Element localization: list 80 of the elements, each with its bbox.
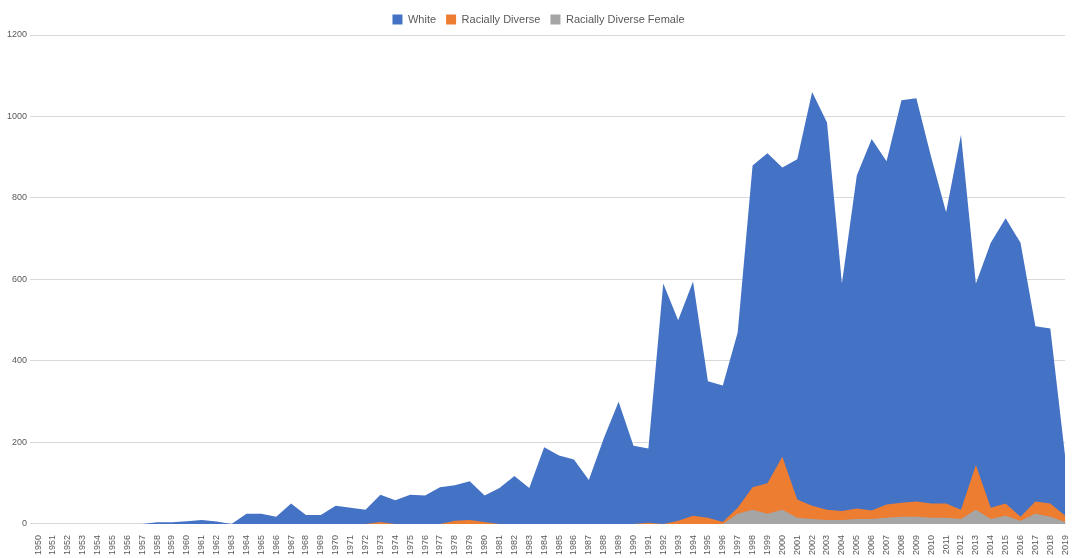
x-tick-label: 2009 (910, 534, 921, 556)
x-tick-label: 1965 (255, 534, 266, 556)
x-tick-label: 1980 (479, 534, 490, 556)
x-tick-label: 1978 (449, 534, 460, 556)
x-tick-label: 2011 (940, 534, 951, 555)
x-tick-label: 1967 (285, 534, 296, 556)
x-tick-label: 1961 (196, 534, 207, 556)
x-tick-label: 1987 (583, 534, 594, 556)
x-tick-label: 1997 (732, 534, 743, 556)
x-tick-label: 1982 (508, 534, 519, 556)
y-tick-label: 600 (11, 273, 28, 284)
x-tick-label: 1993 (672, 534, 683, 556)
x-tick-label: 2002 (806, 534, 817, 556)
x-tick-label: 2017 (1029, 534, 1040, 556)
x-tick-label: 2013 (970, 534, 981, 556)
legend-label: White (407, 12, 437, 25)
x-tick-label: 1972 (360, 534, 371, 556)
y-tick-label: 0 (22, 518, 28, 529)
y-tick-label: 1000 (6, 110, 28, 121)
x-tick-label: 1988 (598, 534, 609, 556)
x-tick-label: 1958 (151, 534, 162, 556)
x-tick-label: 1984 (538, 534, 549, 556)
x-tick-label: 1952 (62, 534, 73, 556)
x-tick-label: 1970 (330, 534, 341, 556)
x-tick-label: 1971 (345, 534, 356, 556)
x-tick-label: 1979 (464, 534, 475, 556)
x-tick-label: 1996 (717, 534, 728, 556)
x-tick-label: 1951 (47, 534, 58, 556)
x-tick-label: 1963 (226, 534, 237, 556)
x-tick-label: 1990 (627, 534, 638, 556)
x-tick-label: 1976 (419, 534, 430, 556)
x-tick-label: 2010 (925, 534, 936, 556)
x-tick-label: 1975 (404, 534, 415, 556)
x-tick-label: 1956 (121, 534, 132, 556)
x-tick-label: 2001 (791, 534, 802, 556)
x-tick-label: 1950 (32, 534, 43, 556)
x-tick-label: 1955 (106, 534, 117, 556)
x-tick-label: 2014 (985, 534, 996, 556)
x-tick-label: 1983 (523, 534, 534, 556)
x-tick-label: 1991 (642, 534, 653, 556)
y-tick-label: 200 (11, 436, 28, 447)
x-tick-label: 2008 (895, 534, 906, 556)
x-tick-label: 1960 (181, 534, 192, 556)
y-tick-label: 400 (11, 355, 28, 366)
x-tick-label: 1989 (613, 534, 624, 556)
x-tick-label: 1998 (747, 534, 758, 556)
x-tick-label: 2003 (821, 534, 832, 556)
x-tick-label: 1957 (136, 534, 147, 556)
x-tick-label: 2016 (1015, 534, 1026, 556)
x-tick-label: 2004 (836, 534, 847, 556)
x-tick-label: 1974 (389, 534, 400, 556)
legend-label: Racially Diverse Female (565, 12, 685, 25)
x-tick-label: 1999 (761, 534, 772, 556)
x-tick-label: 2005 (851, 534, 862, 556)
y-tick-label: 800 (11, 192, 28, 203)
x-tick-label: 1966 (270, 534, 281, 556)
x-tick-label: 1986 (568, 534, 579, 556)
y-tick-label: 1200 (6, 29, 28, 40)
x-tick-label: 2006 (866, 534, 877, 556)
x-tick-label: 2015 (1000, 534, 1011, 556)
x-tick-label: 1994 (687, 534, 698, 556)
x-tick-label: 1969 (315, 534, 326, 556)
x-tick-label: 1962 (211, 534, 222, 556)
x-tick-label: 1973 (374, 534, 385, 556)
x-tick-label: 1981 (493, 534, 504, 556)
legend-label: Racially Diverse (461, 12, 541, 25)
x-tick-label: 2018 (1044, 534, 1055, 556)
x-tick-label: 1985 (553, 534, 564, 556)
x-tick-label: 1992 (657, 534, 668, 556)
x-tick-label: 2012 (955, 534, 966, 556)
x-tick-label: 1953 (77, 534, 88, 556)
x-tick-label: 2007 (881, 534, 892, 556)
x-tick-label: 1959 (166, 534, 177, 556)
x-tick-label: 1964 (240, 534, 251, 556)
x-tick-label: 2000 (776, 534, 787, 556)
x-tick-label: 1954 (92, 534, 103, 556)
x-tick-label: 2019 (1059, 534, 1070, 556)
x-tick-label: 1968 (300, 534, 311, 556)
x-tick-label: 1977 (434, 534, 445, 556)
x-tick-label: 1995 (702, 534, 713, 556)
